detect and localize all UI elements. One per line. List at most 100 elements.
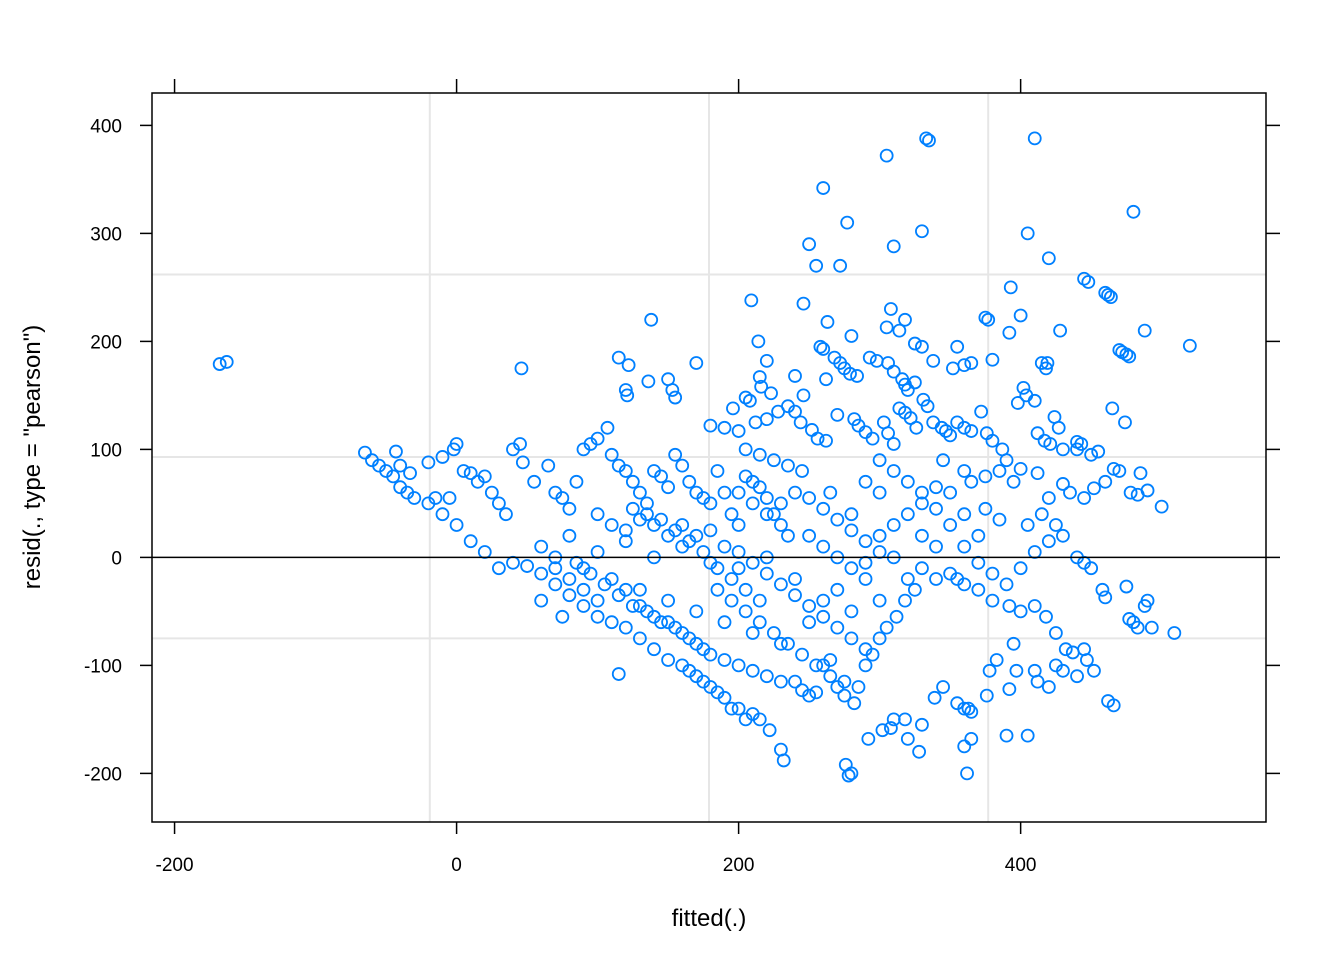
point — [858, 642, 873, 657]
point — [816, 539, 831, 554]
point — [844, 561, 859, 576]
point — [1027, 393, 1042, 408]
point — [463, 534, 478, 549]
point — [858, 658, 873, 673]
point — [724, 572, 739, 586]
point — [915, 485, 929, 500]
point — [604, 518, 619, 532]
point — [922, 133, 936, 148]
point — [981, 312, 996, 327]
point — [745, 663, 760, 678]
point — [644, 312, 659, 327]
y-tick-label: 300 — [90, 224, 122, 245]
point — [717, 653, 732, 667]
point — [982, 663, 997, 678]
point — [484, 485, 499, 500]
point — [463, 466, 478, 481]
point — [957, 507, 972, 522]
point — [802, 237, 817, 252]
point — [915, 561, 929, 576]
point — [703, 418, 718, 433]
point — [1101, 288, 1115, 302]
point — [830, 512, 845, 527]
point — [907, 582, 922, 597]
point — [620, 388, 635, 403]
point — [985, 593, 1000, 608]
point — [618, 383, 633, 397]
point — [668, 447, 683, 462]
point — [640, 507, 654, 522]
point — [989, 653, 1004, 667]
point — [738, 390, 753, 405]
point — [898, 312, 912, 327]
point — [745, 496, 760, 511]
point — [1048, 518, 1063, 532]
point — [915, 717, 929, 732]
point — [724, 507, 739, 522]
point — [534, 593, 549, 608]
point — [1053, 323, 1068, 338]
point — [884, 721, 898, 735]
point — [957, 739, 972, 754]
point — [862, 350, 877, 365]
point — [816, 593, 831, 608]
point — [900, 383, 915, 397]
point — [820, 315, 835, 329]
point — [1010, 396, 1025, 410]
point — [929, 480, 943, 495]
point — [1003, 280, 1018, 295]
point — [1182, 338, 1197, 353]
point — [491, 561, 506, 576]
point — [618, 464, 633, 478]
point — [365, 453, 379, 468]
point — [1081, 275, 1096, 289]
point — [555, 609, 570, 624]
point — [576, 582, 591, 597]
point — [1027, 131, 1042, 146]
point — [661, 653, 676, 667]
point — [892, 323, 907, 338]
point — [872, 528, 887, 543]
point — [788, 674, 802, 689]
point — [843, 366, 857, 381]
point — [844, 631, 859, 646]
point — [1065, 645, 1080, 660]
point — [703, 496, 718, 511]
point — [1056, 528, 1070, 543]
point — [802, 528, 817, 543]
point — [823, 485, 838, 500]
point — [1091, 444, 1106, 459]
point — [830, 620, 845, 635]
point — [1002, 682, 1017, 697]
point — [1013, 308, 1028, 323]
point — [929, 539, 943, 554]
point — [717, 485, 732, 500]
point — [641, 374, 656, 389]
y-tick-label: -200 — [84, 764, 122, 785]
point — [403, 466, 417, 481]
point — [872, 593, 887, 608]
point — [766, 626, 781, 640]
point — [731, 701, 746, 716]
point — [590, 431, 605, 446]
point — [929, 572, 943, 586]
point — [788, 588, 802, 603]
point — [886, 239, 901, 254]
point — [847, 696, 862, 711]
point — [604, 615, 619, 630]
point — [1122, 349, 1137, 364]
point — [597, 577, 612, 592]
point — [788, 404, 802, 419]
point — [964, 424, 979, 438]
point — [872, 485, 887, 500]
point — [633, 485, 647, 500]
point — [393, 458, 408, 473]
point — [710, 464, 725, 478]
point — [1048, 626, 1063, 640]
point — [992, 464, 1007, 478]
point — [915, 224, 929, 239]
point — [964, 704, 979, 719]
point — [647, 642, 661, 657]
point — [946, 361, 960, 376]
